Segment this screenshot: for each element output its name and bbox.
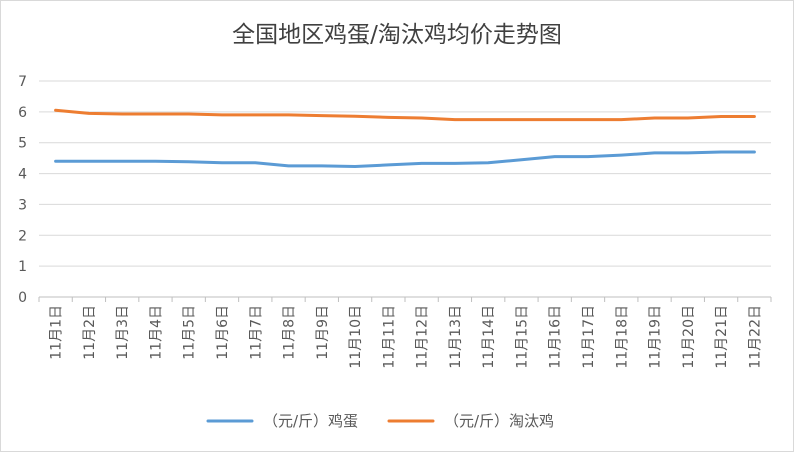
x-tick-label: 11月12日: [415, 305, 431, 369]
x-axis-ticks: 11月1日 11月2日 11月3日 11月4日 11月5日 11月6日 11月7日 11月8日…: [38, 297, 772, 369]
x-tick-label: 11月19日: [648, 305, 664, 369]
x-tick-label: 11月7日: [248, 305, 264, 360]
x-tick-label: 11月21日: [714, 305, 730, 369]
x-tick-label: 11月22日: [747, 305, 763, 369]
y-tick-label: 3: [18, 197, 27, 213]
x-tick-label: 11月18日: [614, 305, 630, 369]
chart-title: 全国地区鸡蛋/淘汰鸡均价走势图: [232, 22, 562, 48]
x-tick-label: 11月13日: [448, 305, 464, 369]
legend: （元/斤）鸡蛋 （元/斤）淘汰鸡: [206, 412, 554, 430]
gridlines: [39, 80, 771, 298]
x-tick-label: 11月3日: [115, 305, 131, 360]
x-tick-label: 11月16日: [548, 305, 564, 369]
x-tick-label: 11月9日: [315, 305, 331, 360]
y-tick-label: 2: [18, 228, 27, 244]
x-tick-label: 11月10日: [348, 305, 364, 369]
y-axis-ticks: 0 1 2 3 4 5 6 7: [18, 74, 27, 306]
x-tick-label: 11月4日: [148, 305, 164, 360]
y-tick-label: 1: [18, 259, 27, 275]
series-line-0: [54, 150, 756, 168]
x-tick-label: 11月2日: [82, 305, 98, 360]
y-tick-label: 4: [18, 167, 27, 183]
y-tick-label: 5: [18, 136, 27, 152]
legend-label: （元/斤）淘汰鸡: [444, 412, 554, 430]
y-tick-label: 6: [18, 105, 27, 121]
x-tick-label: 11月17日: [581, 305, 597, 369]
x-tick-label: 11月6日: [215, 305, 231, 360]
x-tick-label: 11月1日: [49, 305, 65, 360]
series-lines: [54, 108, 756, 168]
legend-label: （元/斤）鸡蛋: [263, 412, 358, 430]
x-tick-label: 11月5日: [182, 305, 198, 360]
x-tick-label: 11月20日: [681, 305, 697, 369]
x-tick-label: 11月11日: [381, 305, 397, 369]
x-tick-label: 11月8日: [282, 305, 298, 360]
x-tick-label: 11月14日: [481, 305, 497, 369]
y-tick-label: 7: [18, 74, 27, 90]
series-line-1: [54, 108, 756, 122]
y-tick-label: 0: [18, 290, 27, 306]
x-tick-label: 11月15日: [514, 305, 530, 369]
